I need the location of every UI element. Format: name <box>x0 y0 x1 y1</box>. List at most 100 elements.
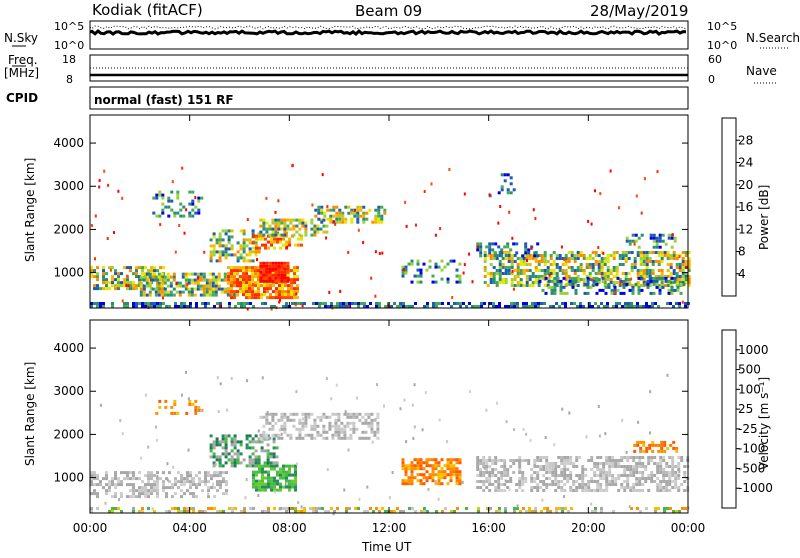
data-cell <box>626 456 630 459</box>
data-cell <box>239 266 242 270</box>
data-cell <box>602 489 606 492</box>
data-cell <box>599 456 603 459</box>
data-cell <box>623 465 627 468</box>
data-cell <box>628 282 632 286</box>
data-cell <box>252 507 255 510</box>
data-cell <box>254 434 258 438</box>
data-cell <box>524 477 528 480</box>
data-cell <box>525 257 529 260</box>
data-cell <box>269 296 272 300</box>
data-cell <box>211 275 215 279</box>
data-cell <box>201 489 204 493</box>
data-cell <box>407 479 411 483</box>
data-cell <box>276 473 279 477</box>
data-cell <box>515 459 519 462</box>
data-cell <box>260 446 264 450</box>
data-cell <box>123 302 126 305</box>
data-cell <box>581 489 585 492</box>
data-cell <box>483 257 487 260</box>
data-cell <box>290 281 293 285</box>
data-cell <box>615 251 619 254</box>
data-cell <box>160 272 164 276</box>
data-cell <box>334 421 338 425</box>
data-cell <box>554 468 558 471</box>
data-cell <box>283 412 287 416</box>
data-cell <box>413 464 417 468</box>
data-cell <box>639 446 643 450</box>
data-cell <box>554 483 558 486</box>
data-cell <box>636 251 640 254</box>
data-cell <box>318 507 321 510</box>
data-cell <box>636 443 640 447</box>
data-cell <box>656 468 660 471</box>
data-cell <box>495 284 499 287</box>
data-cell <box>224 244 228 248</box>
data-cell <box>545 468 549 471</box>
data-cell <box>453 302 456 305</box>
data-cell <box>619 282 622 286</box>
data-cell <box>338 217 342 221</box>
data-cell <box>166 272 170 276</box>
data-cell <box>248 259 252 263</box>
data-cell <box>114 483 117 487</box>
data-cell <box>142 287 146 291</box>
data-cell <box>408 305 411 308</box>
data-cell <box>96 483 99 487</box>
data-cell <box>300 302 303 305</box>
data-cell <box>248 296 251 300</box>
data-cell <box>596 465 600 468</box>
data-cell <box>658 291 662 295</box>
data-cell <box>579 263 583 266</box>
data-cell <box>561 272 565 275</box>
data-cell <box>271 261 275 265</box>
data-cell <box>495 281 499 284</box>
data-cell <box>211 284 215 288</box>
data-cell <box>277 233 281 237</box>
data-cell <box>291 302 294 305</box>
data-cell <box>268 427 272 431</box>
data-cell <box>659 480 663 483</box>
data-cell <box>162 296 164 300</box>
data-cell <box>138 281 141 285</box>
data-cell <box>276 488 279 492</box>
data-cell <box>296 287 299 291</box>
data-cell <box>605 462 609 465</box>
data-cell <box>209 455 213 459</box>
data-cell <box>251 440 255 444</box>
data-cell <box>425 268 429 272</box>
data-cell <box>336 302 339 305</box>
data-cell <box>257 437 261 441</box>
data-cell <box>608 483 612 486</box>
data-cell <box>510 257 514 260</box>
data-cell <box>659 462 663 465</box>
data-cell <box>446 440 449 444</box>
data-cell <box>225 480 228 484</box>
data-cell <box>501 281 505 284</box>
data-cell <box>632 465 636 468</box>
data-cell <box>212 446 216 450</box>
data-cell <box>401 274 405 278</box>
data-cell <box>242 281 245 285</box>
data-cell <box>262 436 266 440</box>
data-cell <box>672 254 676 257</box>
data-cell <box>191 214 195 218</box>
data-cell <box>198 477 201 481</box>
data-cell <box>215 238 219 242</box>
data-cell <box>586 282 590 286</box>
data-cell <box>289 412 293 416</box>
data-cell <box>304 415 308 419</box>
data-cell <box>581 465 585 468</box>
data-cell <box>631 233 635 237</box>
data-cell <box>374 250 377 254</box>
data-cell <box>248 281 251 285</box>
data-cell <box>181 284 185 288</box>
data-cell <box>114 287 117 291</box>
data-cell <box>576 251 580 254</box>
data-cell <box>651 449 655 453</box>
data-cell <box>468 252 471 256</box>
data-cell <box>255 464 258 468</box>
data-cell <box>367 421 371 425</box>
data-cell <box>265 276 269 280</box>
data-cell <box>482 480 486 483</box>
data-cell <box>201 302 204 305</box>
